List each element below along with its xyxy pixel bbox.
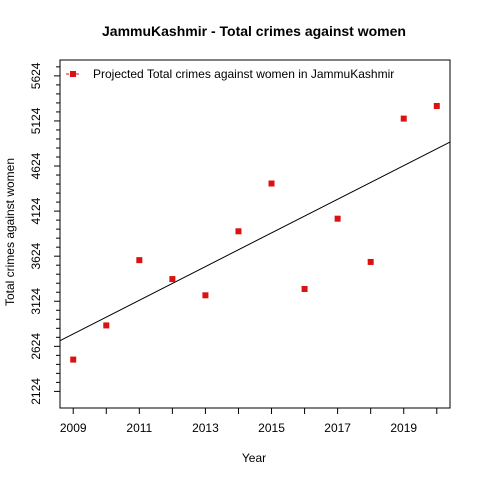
data-point [70, 357, 76, 363]
data-points [70, 103, 440, 363]
chart-title: JammuKashmir - Total crimes against wome… [102, 23, 406, 39]
data-point [202, 292, 208, 298]
x-tick-label: 2009 [60, 421, 87, 435]
data-point [235, 228, 241, 234]
y-tick-label: 2624 [29, 333, 43, 360]
y-tick-label: 4124 [29, 197, 43, 224]
data-point [335, 216, 341, 222]
y-tick-label: 5624 [29, 62, 43, 89]
y-tick-label: 3624 [29, 243, 43, 270]
trend-line-group [60, 142, 450, 341]
x-axis-label: Year [242, 451, 266, 465]
y-axis-label: Total crimes against women [3, 158, 17, 306]
data-point [136, 257, 142, 263]
y-tick-label: 2124 [29, 378, 43, 405]
y-tick-label: 5124 [29, 107, 43, 134]
legend-label: Projected Total crimes against women in … [93, 67, 394, 81]
data-point [302, 286, 308, 292]
x-tick-label: 2013 [192, 421, 219, 435]
y-tick-label: 3124 [29, 288, 43, 315]
y-tick-label: 4624 [29, 152, 43, 179]
data-point [269, 181, 275, 187]
legend: Projected Total crimes against women in … [60, 60, 450, 88]
axes: 2009 2011 2013 2015 2017 2019 2124 2624 3124 3624… [29, 62, 437, 435]
x-tick-label: 2017 [324, 421, 351, 435]
legend-marker [70, 71, 76, 77]
x-tick-label: 2011 [126, 421, 152, 435]
data-point [169, 276, 175, 282]
x-tick-label: 2019 [390, 421, 417, 435]
data-point [368, 259, 374, 265]
data-point [103, 322, 109, 328]
plot-frame [60, 60, 450, 408]
x-tick-label: 2015 [258, 421, 285, 435]
data-point [434, 103, 440, 109]
trend-line [60, 142, 450, 341]
data-point [401, 116, 407, 122]
